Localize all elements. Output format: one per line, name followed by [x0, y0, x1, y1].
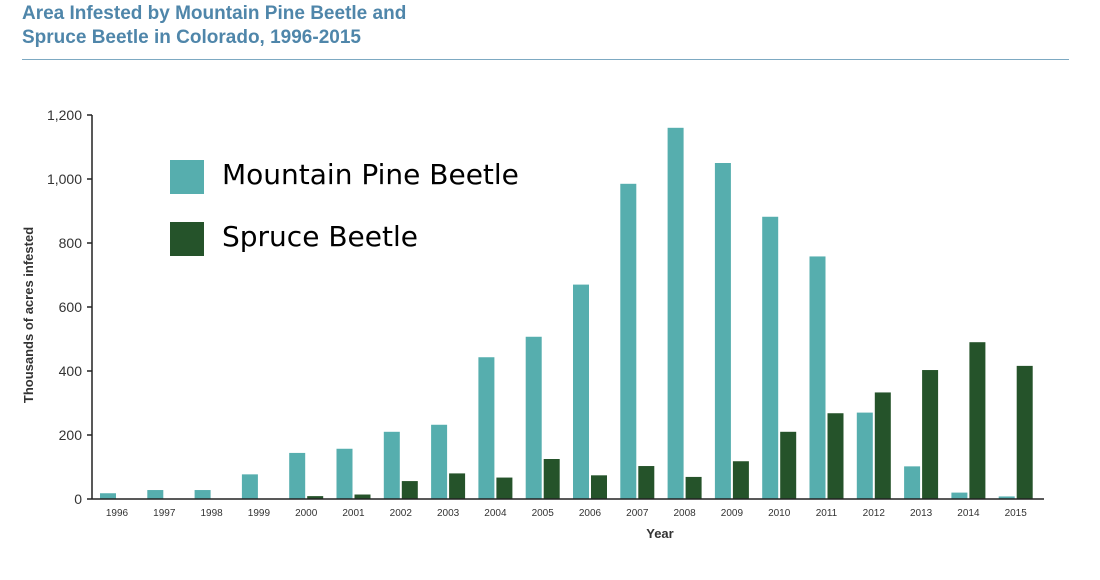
bar-spruce-beetle-2002 — [401, 481, 418, 499]
bar-mountain-pine-beetle-2003 — [431, 424, 448, 499]
x-tick-label: 2013 — [910, 508, 933, 519]
y-tick-label: 800 — [59, 235, 83, 251]
x-tick-label: 1999 — [248, 508, 271, 519]
bar-spruce-beetle-2007 — [638, 466, 655, 499]
x-tick-label: 2007 — [626, 508, 649, 519]
x-tick-label: 2008 — [673, 508, 696, 519]
x-tick-label: 2004 — [484, 508, 507, 519]
y-tick-label: 0 — [74, 491, 82, 507]
bar-mountain-pine-beetle-1998 — [194, 490, 211, 499]
x-tick-label: 2014 — [957, 508, 980, 519]
title-divider — [22, 59, 1069, 60]
legend-label-spruce-beetle: Spruce Beetle — [222, 220, 418, 253]
x-tick-label: 2015 — [1005, 508, 1028, 519]
x-axis-title: Year — [646, 526, 673, 541]
y-tick-label: 600 — [59, 299, 83, 315]
bar-spruce-beetle-2012 — [874, 392, 891, 499]
x-tick-label: 2003 — [437, 508, 460, 519]
bar-mountain-pine-beetle-2000 — [289, 452, 306, 499]
x-tick-label: 1998 — [200, 508, 223, 519]
x-tick-label: 2000 — [295, 508, 318, 519]
y-tick-label: 1,200 — [47, 107, 82, 123]
bar-spruce-beetle-2005 — [543, 459, 560, 499]
bar-spruce-beetle-2015 — [1016, 365, 1033, 499]
legend-swatch-spruce-beetle — [170, 222, 204, 256]
x-tick-label: 2012 — [863, 508, 886, 519]
bar-mountain-pine-beetle-2013 — [904, 466, 921, 499]
bar-mountain-pine-beetle-2006 — [573, 284, 589, 499]
bar-mountain-pine-beetle-2014 — [951, 492, 968, 499]
y-tick-label: 1,000 — [47, 171, 82, 187]
bar-mountain-pine-beetle-2015 — [998, 496, 1015, 499]
bar-spruce-beetle-2009 — [732, 461, 749, 499]
bar-mountain-pine-beetle-1997 — [147, 490, 164, 499]
x-tick-label: 2010 — [768, 508, 791, 519]
x-tick-label: 2006 — [579, 508, 602, 519]
bar-spruce-beetle-2013 — [922, 370, 939, 499]
chart-title: Area Infested by Mountain Pine Beetle an… — [22, 3, 407, 48]
bar-spruce-beetle-2014 — [969, 342, 986, 499]
bar-mountain-pine-beetle-2008 — [667, 127, 684, 500]
bar-mountain-pine-beetle-2002 — [383, 431, 400, 499]
bar-mountain-pine-beetle-2001 — [336, 448, 353, 499]
legend-label-mountain-pine-beetle: Mountain Pine Beetle — [222, 158, 519, 191]
bar-mountain-pine-beetle-2004 — [478, 357, 495, 499]
bar-mountain-pine-beetle-2010 — [762, 216, 779, 499]
x-tick-label: 2005 — [532, 508, 555, 519]
bar-mountain-pine-beetle-2009 — [714, 163, 731, 499]
x-tick-label: 2011 — [816, 508, 838, 519]
bar-mountain-pine-beetle-2012 — [856, 412, 873, 499]
bar-mountain-pine-beetle-1999 — [241, 474, 258, 499]
bar-mountain-pine-beetle-1996 — [100, 493, 116, 499]
bar-mountain-pine-beetle-2007 — [620, 183, 637, 500]
x-tick-label: 1996 — [106, 508, 129, 519]
x-tick-label: 1997 — [153, 508, 176, 519]
bar-spruce-beetle-2004 — [496, 477, 513, 499]
legend-swatch-mountain-pine-beetle — [170, 160, 204, 194]
y-tick-label: 400 — [59, 363, 83, 379]
bar-mountain-pine-beetle-2005 — [525, 336, 542, 499]
x-tick-label: 2002 — [390, 508, 413, 519]
bar-spruce-beetle-2006 — [591, 475, 607, 499]
bar-spruce-beetle-2000 — [307, 496, 324, 499]
y-axis-title: Thousands of acres infested — [21, 227, 36, 403]
y-tick-label: 200 — [59, 427, 83, 443]
bar-spruce-beetle-2001 — [354, 494, 371, 499]
bar-spruce-beetle-2011 — [827, 413, 844, 499]
x-tick-label: 2009 — [721, 508, 744, 519]
bar-mountain-pine-beetle-2011 — [809, 256, 826, 499]
bar-spruce-beetle-2008 — [685, 476, 702, 499]
bar-spruce-beetle-2010 — [780, 431, 797, 499]
bar-spruce-beetle-2003 — [449, 473, 466, 499]
x-tick-label: 2001 — [342, 508, 365, 519]
